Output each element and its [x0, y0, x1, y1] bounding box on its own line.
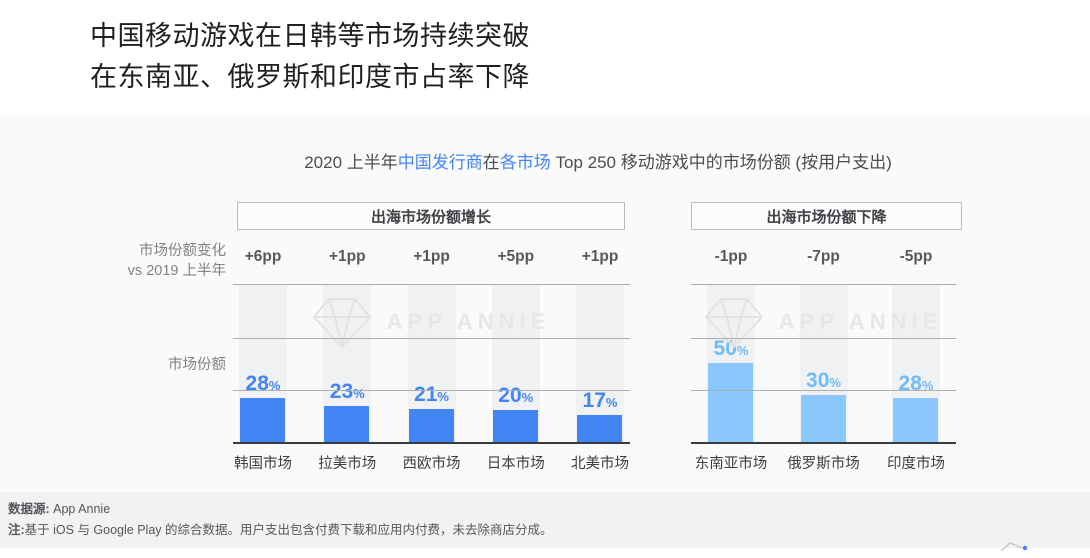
category-label: 韩国市场 [234, 456, 292, 472]
chart-title-segment: 2020 上半年 [304, 153, 398, 172]
category-label: 西欧市场 [402, 456, 461, 472]
group-header-label: 出海市场份额增长 [370, 208, 491, 226]
change-label: +6pp [244, 248, 282, 265]
page-title: 中国移动游戏在日韩等市场持续突破 在东南亚、俄罗斯和印度市占率下降 [90, 16, 530, 98]
group-growth: 出海市场份额增长 +6pp +1pp +1pp +5pp +1pp 28% 23% 21% 2… [233, 202, 630, 482]
bar [408, 408, 454, 442]
bar-value-label: 17% [582, 389, 618, 413]
chart-title: 2020 上半年中国发行商在各市场 Top 250 移动游戏中的市场份额 (按用… [233, 148, 963, 173]
bar-value-label: 20% [498, 384, 534, 408]
group-header-label: 出海市场份额下降 [766, 208, 887, 226]
change-label: -7pp [807, 248, 840, 265]
bar-column: 23% [323, 285, 372, 442]
chart-section: 2020 上半年中国发行商在各市场 Top 250 移动游戏中的市场份额 (按用… [0, 115, 1090, 492]
bar-value-label: 21% [414, 382, 449, 406]
chart-title-segment: 各市场 [499, 153, 551, 172]
row-label-market-share: 市场份额 [168, 357, 226, 373]
bar-column: 28% [239, 285, 287, 442]
page-title-line2: 在东南亚、俄罗斯和印度市占率下降 [90, 62, 530, 92]
category-label: 东南亚市场 [694, 456, 768, 472]
bar-column: 50% [707, 285, 755, 442]
footnote: 注:基于 iOS 与 Google Play 的综合数据。用户支出包含付费下载和… [8, 523, 553, 537]
gridline [691, 337, 956, 339]
partial-logo-icon [998, 540, 1032, 558]
bar [492, 410, 538, 442]
chart-title-segment: 在 [482, 153, 500, 172]
bar [324, 405, 370, 442]
bar-column: 28% [892, 285, 940, 442]
changes-row: -1pp -7pp -5pp [691, 248, 956, 268]
category-label: 拉美市场 [318, 456, 377, 472]
group-header: 出海市场份额增长 [237, 202, 625, 230]
bar-value-label: 28% [245, 371, 281, 395]
gridline [233, 390, 630, 392]
bar-value-label: 30% [806, 368, 841, 392]
bar-column: 21% [407, 285, 456, 442]
category-label: 北美市场 [571, 456, 629, 472]
bar-value-label: 23% [329, 379, 365, 403]
change-label: -1pp [714, 248, 748, 265]
bar-column: 30% [799, 285, 848, 442]
change-label: +1pp [581, 248, 619, 265]
bar-value-label: 28% [898, 371, 934, 395]
data-source: 数据源: App Annie [8, 502, 111, 516]
category-label: 日本市场 [486, 456, 545, 472]
bar-column: 17% [576, 285, 624, 442]
bar [893, 397, 938, 442]
category-label: 印度市场 [887, 456, 945, 472]
categories-row: 东南亚市场 俄罗斯市场 印度市场 [691, 452, 956, 472]
changes-row: +6pp +1pp +1pp +5pp +1pp [233, 248, 630, 268]
bar-columns: 28% 23% 21% 20% 17% [233, 285, 630, 442]
bar-value-label: 50% [713, 337, 749, 360]
footer: 数据源: App Annie 注:基于 iOS 与 Google Play 的综… [0, 492, 1090, 548]
categories-row: 韩国市场 拉美市场 西欧市场 日本市场 北美市场 [233, 452, 630, 472]
gridline [691, 390, 956, 392]
change-label: +1pp [328, 248, 366, 265]
chart-title-segment: 中国发行商 [397, 153, 483, 172]
change-label: +1pp [413, 248, 450, 265]
chart-title-segment: Top 250 移动游戏中的市场份额 (按用户支出) [550, 153, 892, 172]
bar-column: 20% [491, 285, 540, 442]
gridline [233, 337, 630, 339]
page-title-line1: 中国移动游戏在日韩等市场持续突破 [90, 21, 530, 51]
group-decline: 出海市场份额下降 -1pp -7pp -5pp 50% 30% 28% APP ANNI… [691, 202, 962, 482]
bar [800, 394, 846, 442]
bar-columns: 50% 30% 28% [691, 285, 956, 442]
market-share-plot: 28% 23% 21% 20% 17% APP ANNIE [233, 284, 630, 444]
bar [708, 363, 753, 442]
market-share-plot: 50% 30% 28% APP ANNIE [691, 284, 956, 444]
group-header: 出海市场份额下降 [691, 202, 962, 230]
bar [240, 397, 285, 442]
change-label: -5pp [899, 248, 933, 265]
row-label-share-change: 市场份额变化 vs 2019 上半年 [127, 243, 226, 279]
bar [577, 415, 622, 442]
category-label: 俄罗斯市场 [787, 456, 860, 472]
change-label: +5pp [497, 248, 535, 265]
